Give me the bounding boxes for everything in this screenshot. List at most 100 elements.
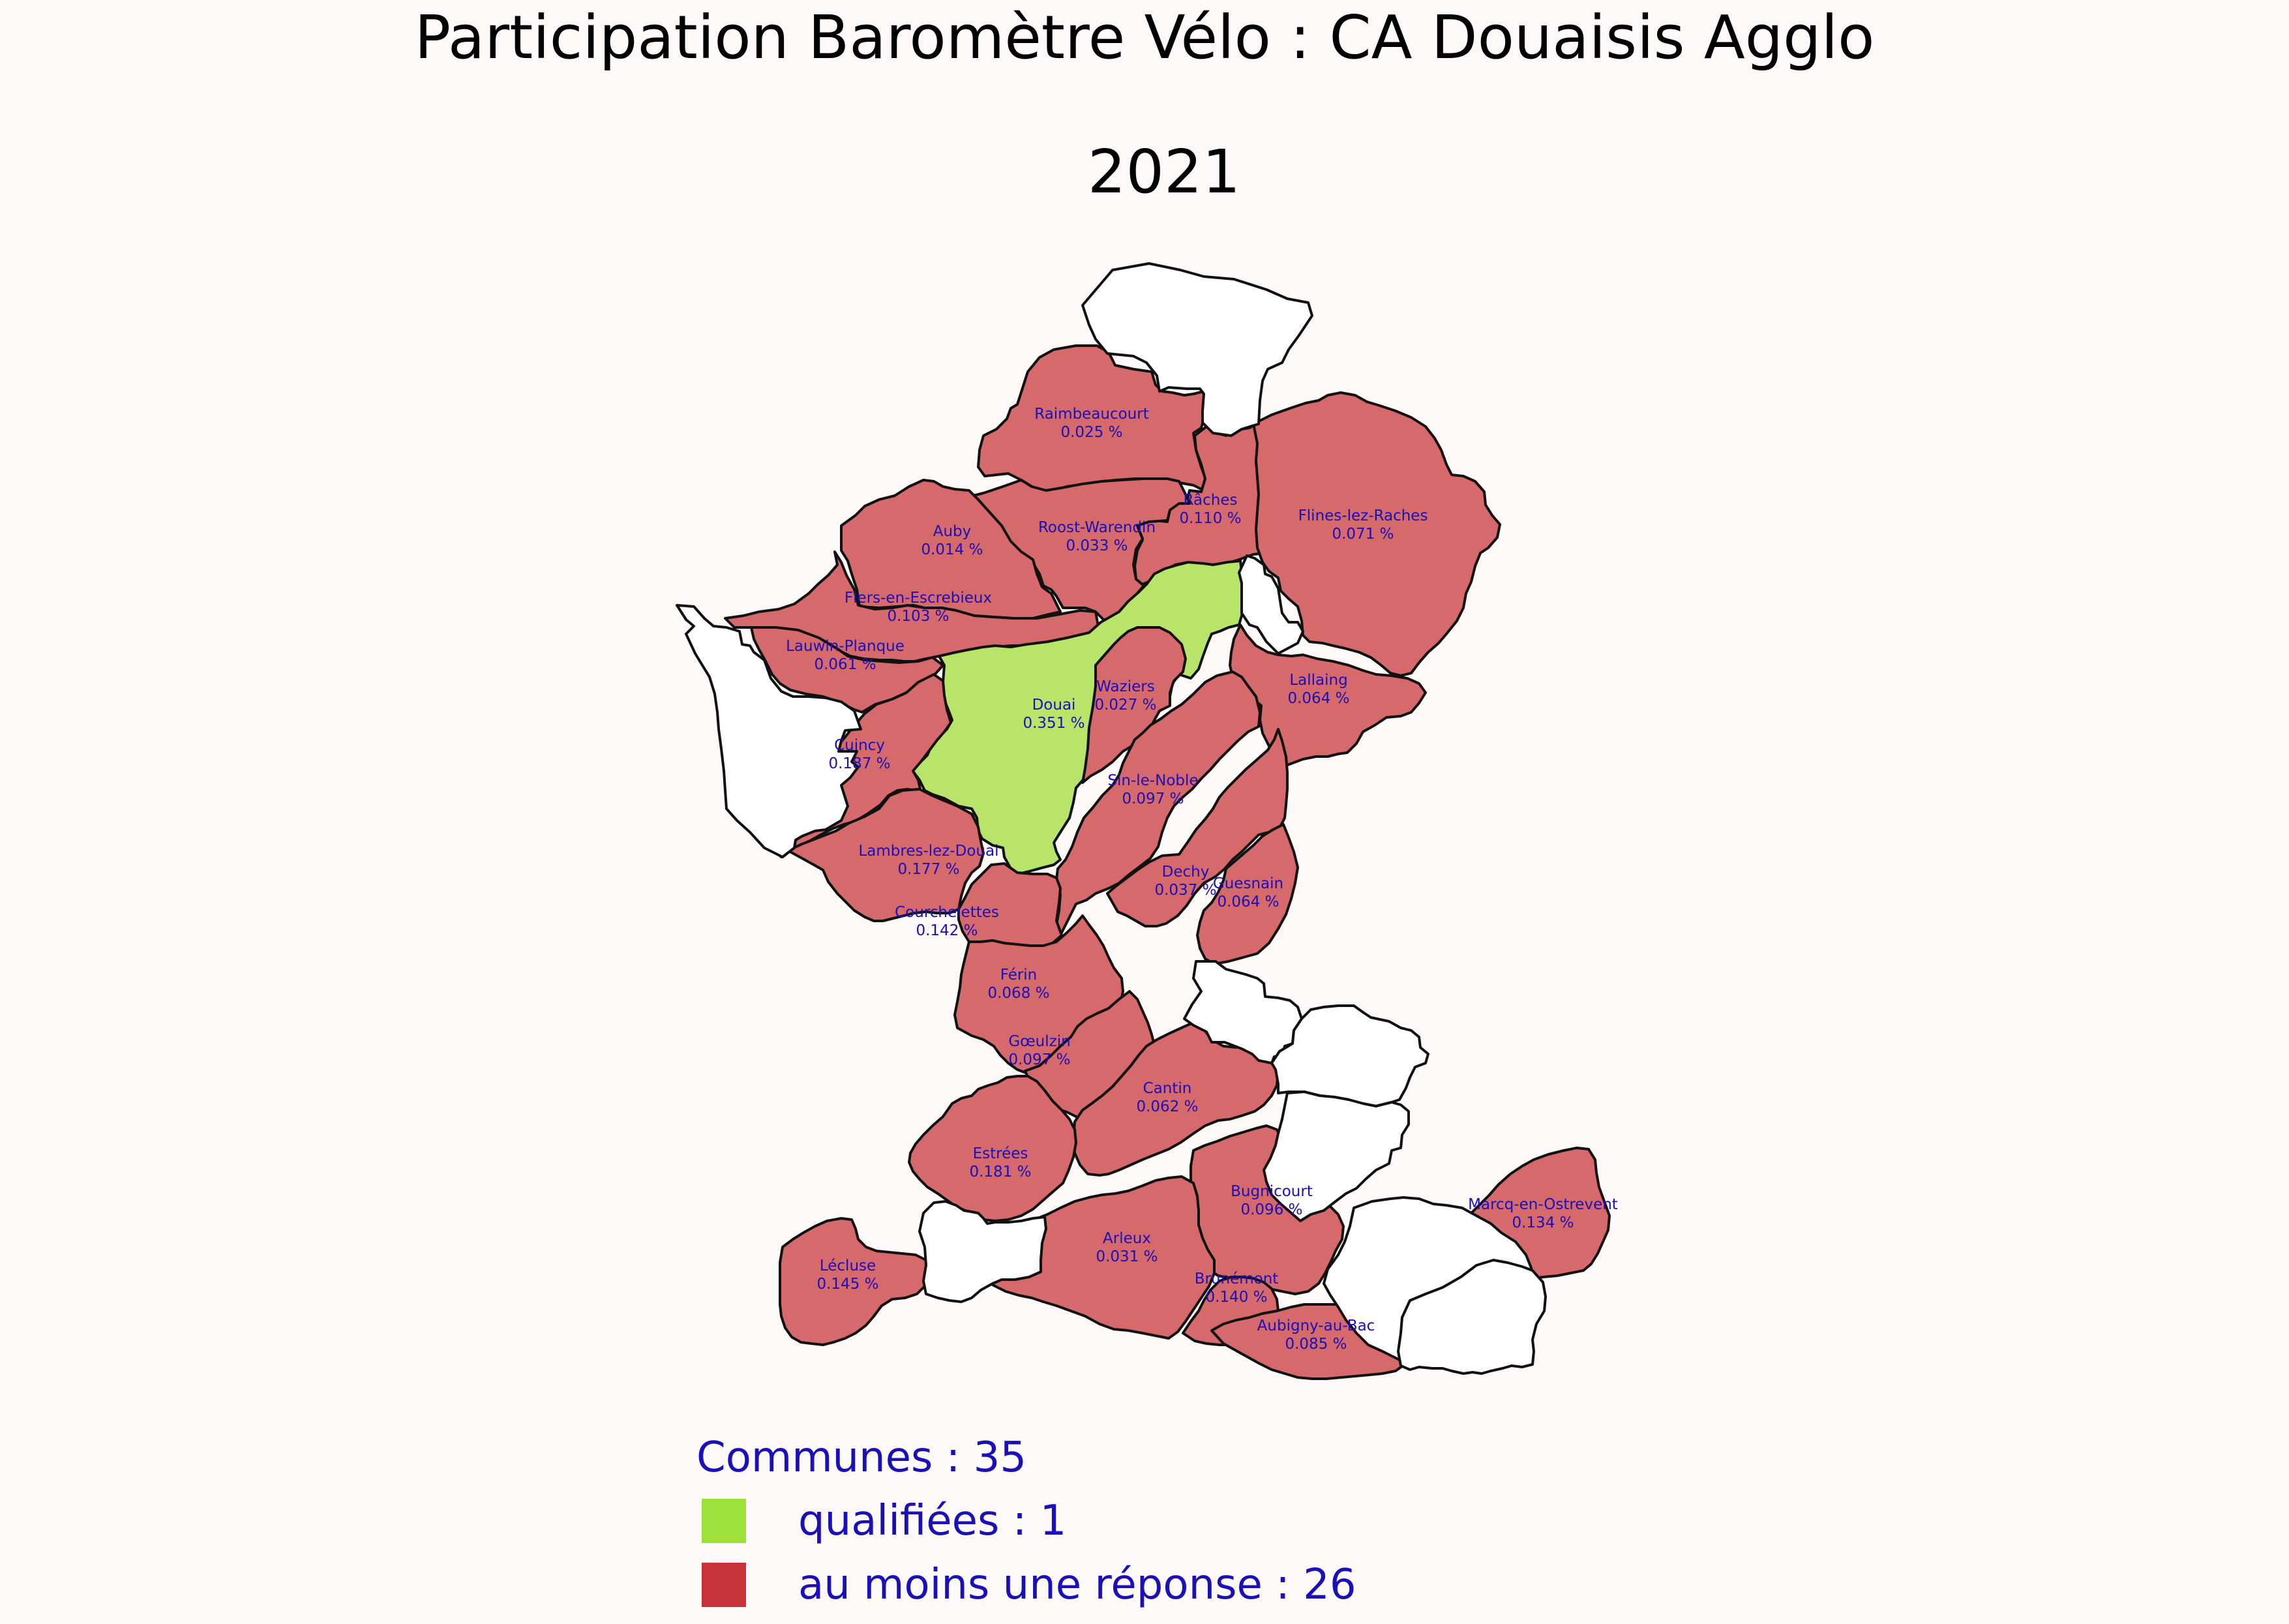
commune-name: Lécluse	[820, 1257, 876, 1274]
commune-value: 0.142 %	[916, 922, 978, 939]
commune-name: Guesnain	[1213, 875, 1283, 892]
commune-value: 0.033 %	[1066, 537, 1128, 554]
commune-value: 0.140 %	[1205, 1289, 1267, 1306]
commune-lecluse	[779, 1217, 930, 1346]
commune-label-lecluse: Lécluse 0.145 %	[816, 1257, 878, 1293]
commune-dechy	[1106, 728, 1289, 927]
commune-value: 0.068 %	[987, 985, 1049, 1002]
commune-name: Sin-le-Noble	[1107, 772, 1198, 789]
commune-guesnain	[1196, 823, 1299, 965]
commune-label-waziers: Waziers 0.027 %	[1094, 678, 1156, 714]
commune-value: 0.110 %	[1179, 510, 1241, 527]
commune-value: 0.097 %	[1008, 1051, 1070, 1068]
commune-name: Auby	[933, 523, 972, 540]
commune-label-dechy: Dechy 0.037 %	[1154, 864, 1216, 899]
commune-value: 0.177 %	[897, 861, 959, 878]
commune-south-blank-2	[918, 1200, 1047, 1303]
legend-label-response: au moins une réponse : 26	[798, 1561, 1356, 1609]
commune-label-flines-lez-raches: Flines-lez-Raches 0.071 %	[1298, 507, 1428, 543]
commune-east-blank-2	[1270, 1004, 1429, 1107]
commune-name: Férin	[1000, 967, 1038, 984]
commune-name: Lambres-lez-Douai	[858, 843, 998, 860]
legend-label-qualified: qualifiées : 1	[798, 1497, 1067, 1545]
commune-estrees	[908, 1075, 1077, 1222]
commune-sin-le-noble	[1055, 670, 1261, 939]
commune-name: Douai	[1032, 697, 1076, 714]
legend-swatch-response	[702, 1563, 746, 1607]
commune-value: 0.187 %	[828, 755, 890, 772]
commune-value: 0.351 %	[1023, 715, 1085, 732]
map-subtitle-year: 2021	[1087, 137, 1241, 207]
commune-name: Râches	[1184, 492, 1238, 509]
commune-value: 0.031 %	[1096, 1248, 1158, 1265]
map-title: Participation Baromètre Vélo : CA Douais…	[414, 3, 1875, 72]
commune-name: Raimbeaucourt	[1034, 406, 1149, 423]
commune-south-blank-1	[1397, 1259, 1547, 1375]
commune-value: 0.061 %	[814, 656, 876, 673]
commune-name: Roost-Warendin	[1038, 519, 1156, 536]
commune-value: 0.014 %	[921, 541, 983, 558]
commune-value: 0.134 %	[1512, 1214, 1574, 1231]
commune-value: 0.025 %	[1060, 424, 1122, 441]
commune-name: Courchelettes	[895, 904, 999, 921]
commune-name: Cuincy	[834, 737, 885, 754]
commune-name: Marcq-en-Ostrevent	[1468, 1196, 1618, 1213]
commune-value: 0.037 %	[1154, 882, 1216, 899]
commune-name: Lallaing	[1289, 672, 1347, 689]
commune-name: Lauwin-Planque	[786, 638, 905, 655]
commune-name: Dechy	[1162, 864, 1210, 880]
commune-value: 0.145 %	[816, 1276, 878, 1293]
commune-value: 0.085 %	[1285, 1336, 1347, 1353]
commune-name: Brunémont	[1195, 1271, 1279, 1287]
legend-heading: Communes : 35	[696, 1434, 1027, 1482]
commune-name: Flers-en-Escrebieux	[845, 590, 992, 607]
commune-lambres-lez-douai	[786, 788, 985, 922]
commune-east-blank-3	[1263, 1090, 1410, 1222]
commune-name: Cantin	[1143, 1080, 1192, 1097]
commune-value: 0.181 %	[969, 1164, 1031, 1180]
commune-label-aubigny-au-bac: Aubigny-au-Bac 0.085 %	[1257, 1317, 1375, 1353]
commune-center-north-blank	[1238, 554, 1304, 655]
commune-arleux	[973, 1175, 1216, 1340]
commune-value: 0.071 %	[1332, 526, 1394, 543]
commune-waziers	[1081, 626, 1187, 784]
commune-flines-lez-raches	[1252, 391, 1501, 677]
legend-swatch-qualified	[702, 1499, 746, 1543]
commune-label-estrees: Estrées 0.181 %	[969, 1145, 1031, 1180]
commune-name: Aubigny-au-Bac	[1257, 1317, 1375, 1334]
commune-value: 0.027 %	[1094, 697, 1156, 714]
commune-value: 0.064 %	[1217, 894, 1279, 910]
commune-name: Estrées	[973, 1145, 1028, 1162]
commune-name: Waziers	[1096, 678, 1154, 695]
commune-west-blank	[676, 604, 862, 858]
commune-value: 0.096 %	[1240, 1201, 1302, 1218]
commune-name: Flines-lez-Raches	[1298, 507, 1428, 524]
commune-name: Arleux	[1103, 1230, 1151, 1247]
commune-value: 0.064 %	[1287, 690, 1349, 707]
commune-value: 0.062 %	[1136, 1098, 1198, 1115]
commune-value: 0.103 %	[887, 608, 949, 625]
commune-value: 0.097 %	[1122, 790, 1184, 807]
commune-north-blank	[1081, 262, 1313, 437]
commune-name: Bugnicourt	[1231, 1183, 1313, 1200]
commune-label-brunemont: Brunémont 0.140 %	[1195, 1271, 1279, 1306]
commune-label-guesnain: Guesnain 0.064 %	[1213, 875, 1283, 910]
